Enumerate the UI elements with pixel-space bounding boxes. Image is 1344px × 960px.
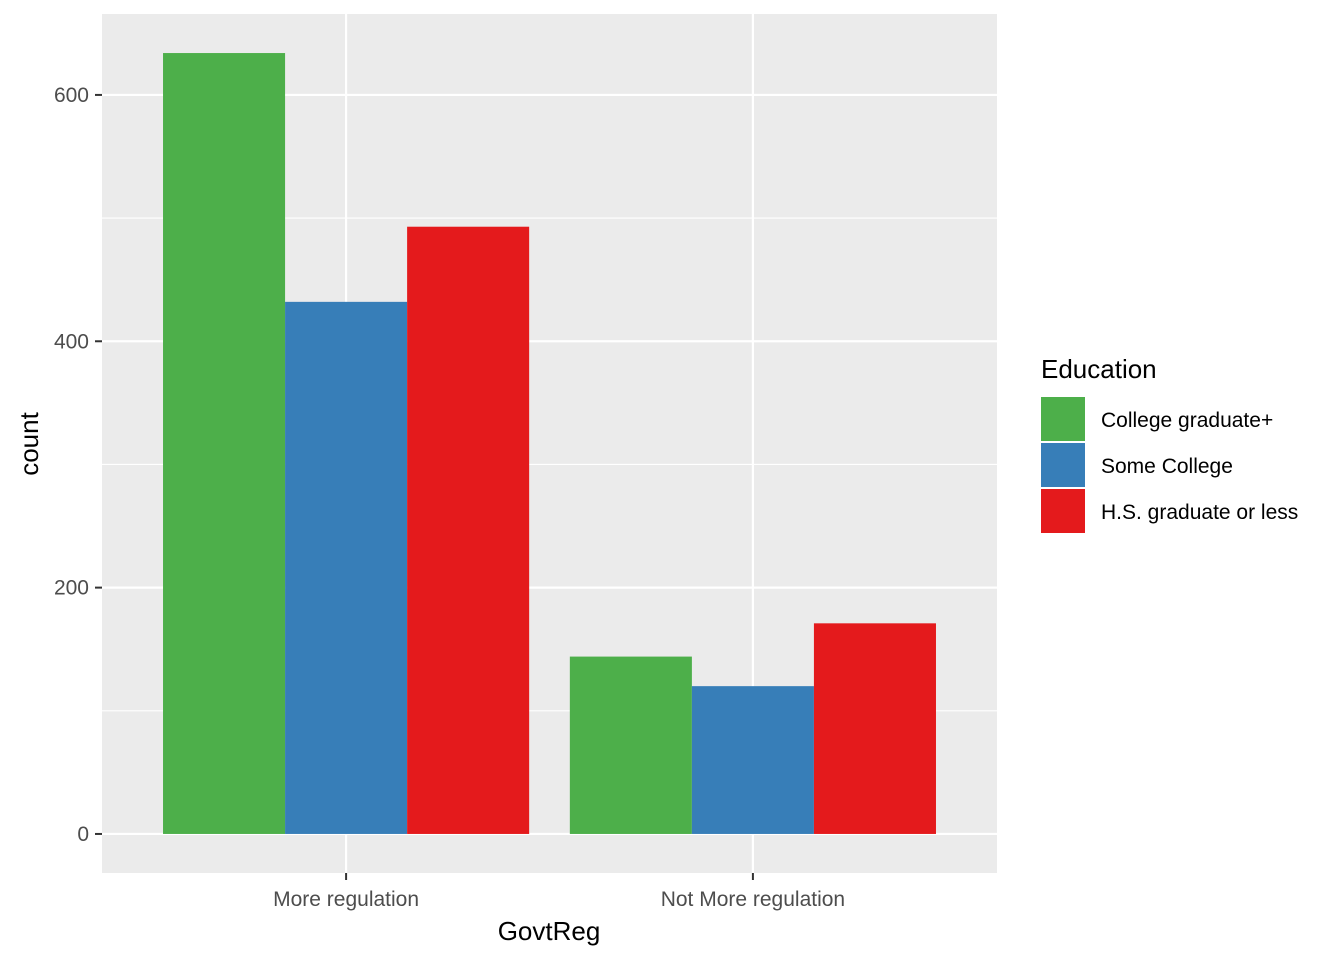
legend-key bbox=[1041, 443, 1085, 487]
legend-label: H.S. graduate or less bbox=[1101, 501, 1298, 524]
y-axis-title: count bbox=[14, 411, 44, 475]
bar bbox=[407, 226, 530, 834]
y-tick-label: 0 bbox=[77, 823, 89, 846]
legend-key bbox=[1041, 489, 1085, 533]
bar bbox=[285, 301, 408, 834]
y-tick-label: 600 bbox=[54, 84, 89, 107]
legend-title: Education bbox=[1041, 354, 1157, 384]
legend: Education College graduate+ Some College H… bbox=[1041, 354, 1298, 533]
legend-label: Some College bbox=[1101, 455, 1233, 478]
x-tick-label: Not More regulation bbox=[661, 888, 845, 911]
x-axis-title: GovtReg bbox=[498, 916, 601, 946]
bar bbox=[163, 53, 286, 834]
bar bbox=[691, 686, 814, 834]
legend-key bbox=[1041, 397, 1085, 441]
x-tick-label: More regulation bbox=[273, 888, 419, 911]
y-tick-label: 400 bbox=[54, 330, 89, 353]
y-tick-label: 200 bbox=[54, 577, 89, 600]
bar bbox=[569, 656, 692, 834]
bar bbox=[813, 623, 936, 834]
y-axis: 0 200 400 600 bbox=[54, 84, 102, 846]
bars bbox=[163, 53, 936, 834]
x-axis: More regulation Not More regulation bbox=[273, 873, 845, 911]
legend-label: College graduate+ bbox=[1101, 409, 1273, 432]
